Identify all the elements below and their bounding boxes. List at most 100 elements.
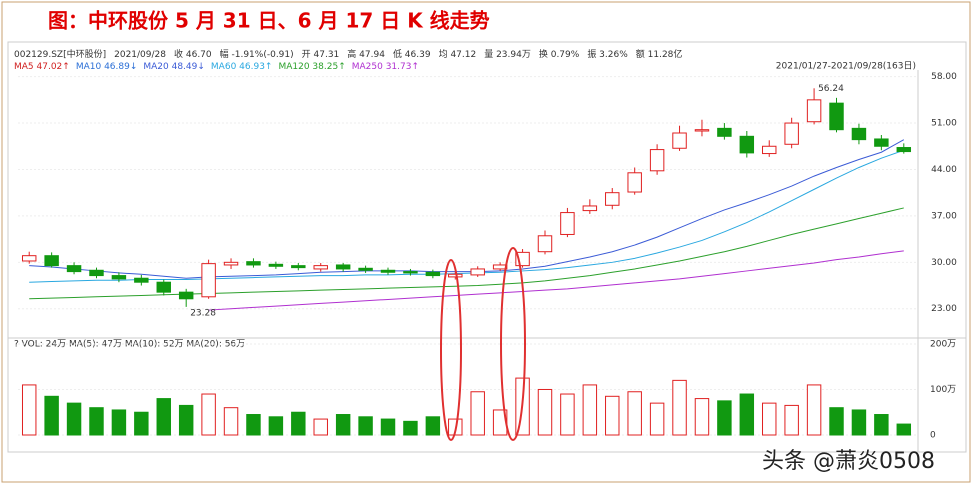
volume-bar — [44, 395, 59, 436]
volume-bar — [649, 402, 665, 436]
volume-bar — [694, 398, 710, 436]
ma-legend-item: MA5 47.02↑ — [14, 62, 70, 72]
info-item: 高 47.94 — [347, 48, 385, 60]
y-tick-label: 44.00 — [931, 165, 957, 175]
candle-body — [762, 145, 777, 155]
candle-body — [784, 122, 799, 145]
volume-bar — [537, 388, 553, 436]
y-tick-label: 37.00 — [931, 211, 957, 221]
volume-bar — [829, 407, 844, 436]
candle-body — [560, 212, 575, 235]
candle-body — [268, 263, 284, 267]
candle-body — [313, 265, 328, 270]
volume-bar — [201, 393, 216, 436]
candle-body — [156, 281, 171, 293]
info-line: 002129.SZ[中环股份] 2021/09/28 收 46.70 幅 -1.91%… — [14, 48, 682, 60]
volume-bar — [335, 414, 351, 436]
candle-body — [380, 269, 396, 273]
ma-legend-item: MA10 46.89↓ — [76, 62, 138, 72]
candle-body — [403, 271, 418, 274]
volume-bar — [672, 379, 687, 436]
volume-bar — [560, 393, 575, 436]
ma-legend-item: MA20 48.49↓ — [143, 62, 205, 72]
candle-body — [717, 127, 732, 137]
candle-body — [425, 271, 441, 277]
annotation: 23.28 — [190, 308, 216, 318]
candle-body — [111, 275, 127, 280]
info-item: 幅 -1.91%(-0.91) — [220, 48, 294, 60]
info-item: 2021/09/28 — [114, 50, 166, 60]
volume-bar — [291, 411, 306, 436]
volume-bar — [717, 400, 732, 436]
volume-bar — [784, 404, 799, 436]
volume-bar — [246, 414, 261, 436]
vol-tick-label: 0 — [930, 431, 936, 441]
candle-body — [134, 277, 149, 283]
info-item: 收 46.70 — [174, 48, 212, 60]
volume-bar — [313, 418, 328, 436]
volume-bar — [134, 411, 149, 436]
ma-line — [29, 207, 904, 300]
y-tick-label: 23.00 — [931, 304, 957, 314]
volume-bar — [268, 416, 284, 436]
candle-body — [335, 264, 351, 270]
title: 图：中环股份 5 月 31 日、6 月 17 日 K 线走势 — [48, 9, 490, 33]
volume-bar — [380, 418, 396, 436]
y-tick-label: 51.00 — [931, 119, 957, 129]
volume-bar — [156, 398, 171, 436]
info-item: 低 46.39 — [393, 48, 431, 60]
volume-bar — [223, 407, 239, 436]
volume-bar — [739, 393, 755, 436]
volume-bar — [851, 409, 867, 436]
ma-legend: MA5 47.02↑ MA10 46.89↓ MA20 48.49↓ MA60 46.… — [14, 62, 419, 72]
volume-bar — [403, 420, 418, 436]
candle-body — [896, 147, 912, 153]
candle-body — [874, 138, 889, 147]
candle-body — [223, 261, 239, 266]
candle-body — [448, 273, 463, 278]
vol-legend: ? VOL: 24万 MA(5): 47万 MA(10): 52万 MA(20)… — [14, 340, 245, 350]
candle-body — [44, 255, 59, 267]
volume-bar — [605, 395, 620, 436]
volume-bar — [66, 402, 82, 436]
info-item: 开 47.31 — [302, 49, 340, 60]
ma-legend-item: MA120 38.25↑ — [278, 62, 345, 72]
volume-bar — [21, 384, 37, 436]
chart-frame — [7, 41, 967, 453]
y-tick-label: 58.00 — [931, 72, 957, 82]
annotation: 56.24 — [818, 84, 844, 94]
ma-line — [29, 149, 904, 283]
volume-bar — [425, 416, 441, 436]
range: 2021/01/27-2021/09/28(163日) — [776, 61, 916, 72]
y-tick-label: 30.00 — [931, 258, 957, 268]
candle-body — [21, 255, 37, 262]
volume-bar — [470, 391, 485, 436]
volume-bar — [874, 414, 889, 436]
candle-body — [201, 263, 216, 298]
ma-line — [29, 139, 905, 279]
volume-bar — [111, 409, 127, 436]
info-item: 换 0.79% — [539, 48, 580, 60]
candle-body — [470, 268, 485, 276]
candle-body — [178, 291, 194, 300]
candle-body — [246, 261, 261, 266]
info-item: 额 11.28亿 — [636, 48, 683, 60]
info-item: 量 23.94万 — [484, 49, 531, 60]
candle-body — [66, 265, 82, 273]
volume-bar — [582, 384, 598, 436]
volume-bar — [896, 423, 912, 436]
candle-body — [492, 264, 508, 270]
ma-legend-item: MA60 46.93↑ — [211, 62, 273, 72]
candle-body — [829, 102, 844, 131]
candle-body — [605, 192, 620, 206]
candle-body — [851, 127, 867, 141]
candle-body — [672, 132, 687, 149]
volume-bar — [178, 404, 194, 436]
volume-bar — [806, 384, 822, 436]
volume-bar — [358, 416, 373, 436]
candle-body — [537, 235, 553, 253]
candle-body — [739, 135, 755, 154]
vol-tick-label: 100万 — [930, 385, 956, 395]
info-item: 002129.SZ[中环股份] — [14, 48, 106, 60]
